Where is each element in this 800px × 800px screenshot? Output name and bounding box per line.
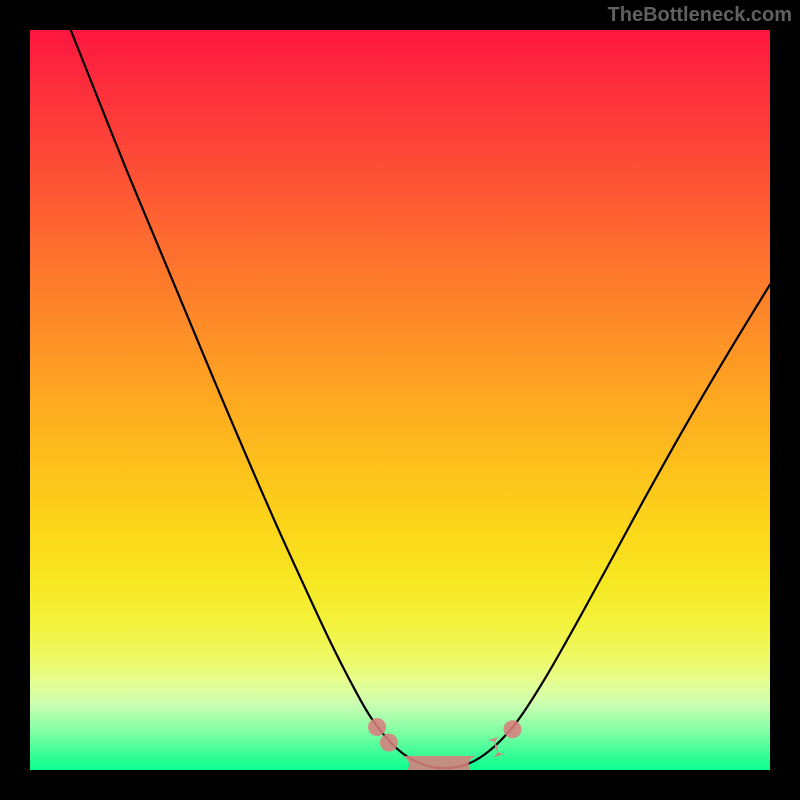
highlight-marker-4	[503, 720, 521, 738]
highlight-marker-2	[400, 756, 478, 774]
highlight-marker-1	[380, 734, 398, 752]
chart-background	[30, 30, 770, 770]
highlight-marker-0	[368, 718, 386, 736]
chart-stage: TheBottleneck.com	[0, 0, 800, 800]
bottleneck-curve-chart	[0, 0, 800, 800]
watermark-text: TheBottleneck.com	[608, 4, 792, 27]
